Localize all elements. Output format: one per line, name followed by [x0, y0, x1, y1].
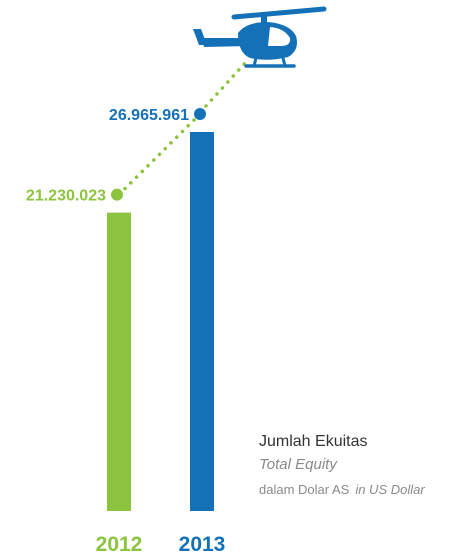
bar-2013	[190, 132, 214, 511]
helicopter-icon	[193, 6, 327, 68]
legend-unit-id: dalam Dolar AS	[259, 482, 350, 497]
value-label-2012: 21.230.023	[26, 188, 106, 205]
legend-unit: dalam Dolar AS in US Dollar	[259, 480, 454, 500]
bar-2012	[107, 212, 131, 512]
trend-segment-2012-2013	[123, 118, 196, 191]
legend-title: Jumlah Ekuitas	[259, 433, 368, 450]
trend-line	[123, 60, 248, 191]
chart-legend: Jumlah Ekuitas Total Equity dalam Dolar …	[259, 432, 454, 500]
trend-segment-2013-helicopter	[204, 60, 248, 108]
legend-unit-en: in US Dollar	[355, 482, 425, 497]
category-label-2012: 2012	[96, 533, 143, 556]
value-label-2013: 26.965.961	[109, 107, 189, 124]
category-label-2013: 2013	[179, 533, 226, 556]
bars-group	[107, 132, 214, 512]
point-2012	[111, 188, 123, 201]
labels-group: 21.230.023 2012 26.965.961 2013	[26, 107, 225, 556]
point-2013	[194, 108, 206, 120]
legend-subtitle: Total Equity	[259, 456, 337, 473]
